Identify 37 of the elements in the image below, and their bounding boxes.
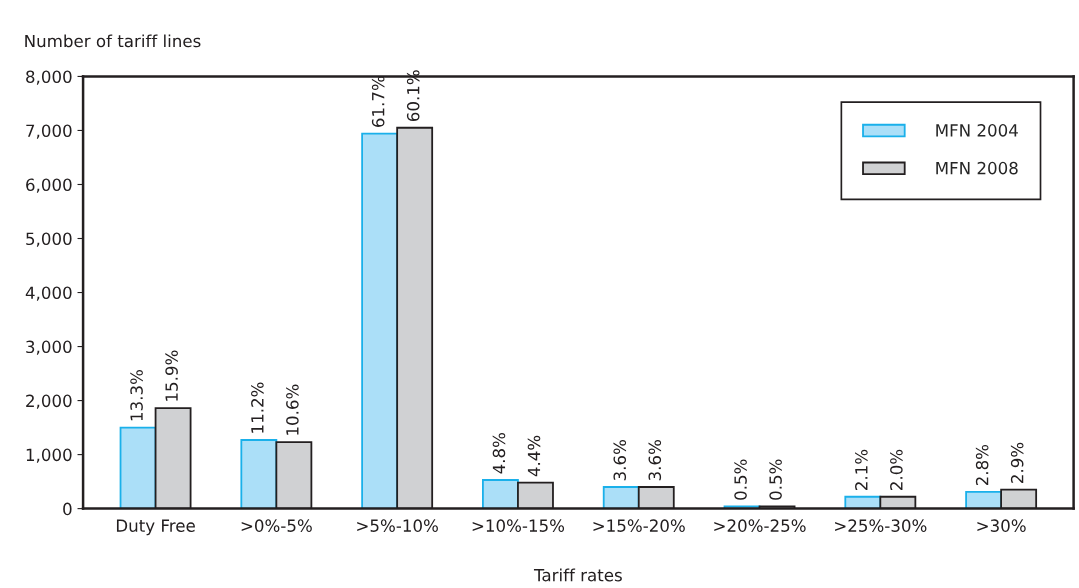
- annotation: 3.6%: [648, 440, 662, 481]
- y-tick-label: 5,000: [26, 232, 72, 247]
- annotation: 4.4%: [527, 435, 541, 477]
- y-tick-label: 8,000: [26, 70, 72, 85]
- annotation: 2.9%: [1010, 442, 1024, 483]
- y-tick-label: 0: [63, 502, 72, 516]
- annotation: 3.6%: [613, 440, 627, 481]
- x-tick-label: >25%-30%: [835, 519, 927, 532]
- x-tick-label: >5%-10%: [357, 519, 438, 532]
- x-axis-title: Tariff rates: [533, 568, 622, 582]
- annotation: 2.8%: [975, 444, 989, 486]
- y-tick-label: 4,000: [25, 286, 72, 301]
- legend-label: MFN 2008: [936, 161, 1018, 175]
- annotation: 11.2%: [251, 382, 264, 433]
- annotation: 15.9%: [165, 350, 178, 401]
- y-tick-label: 6,000: [26, 178, 72, 193]
- annotation: 10.6%: [286, 384, 299, 435]
- annotation: 2.0%: [890, 449, 903, 490]
- y-tick-label: 2,000: [26, 394, 72, 409]
- x-tick-label: >15%-20%: [593, 519, 685, 532]
- x-tick-label: >10%-15%: [472, 519, 565, 532]
- annotation: 4.8%: [492, 433, 506, 474]
- y-axis-title: Number of tariff lines: [25, 34, 201, 48]
- y-tick-label: 3,000: [26, 340, 72, 355]
- y-tick-label: 7,000: [26, 124, 72, 139]
- x-tick-label: >0%-5%: [241, 519, 312, 532]
- x-tick-label: Duty Free: [116, 519, 195, 536]
- annotation: 13.3%: [130, 370, 143, 421]
- annotation: 0.5%: [734, 459, 747, 500]
- legend-label: MFN 2004: [936, 124, 1018, 137]
- annotation: 61.7%: [371, 76, 385, 127]
- x-tick-label: >20%-25%: [714, 519, 806, 532]
- annotation: 2.1%: [855, 449, 868, 490]
- annotation: 0.5%: [769, 459, 782, 500]
- annotation: 60.1%: [406, 70, 420, 122]
- x-tick-label: >30%: [977, 519, 1026, 532]
- y-tick-label: 1,000: [26, 448, 72, 463]
